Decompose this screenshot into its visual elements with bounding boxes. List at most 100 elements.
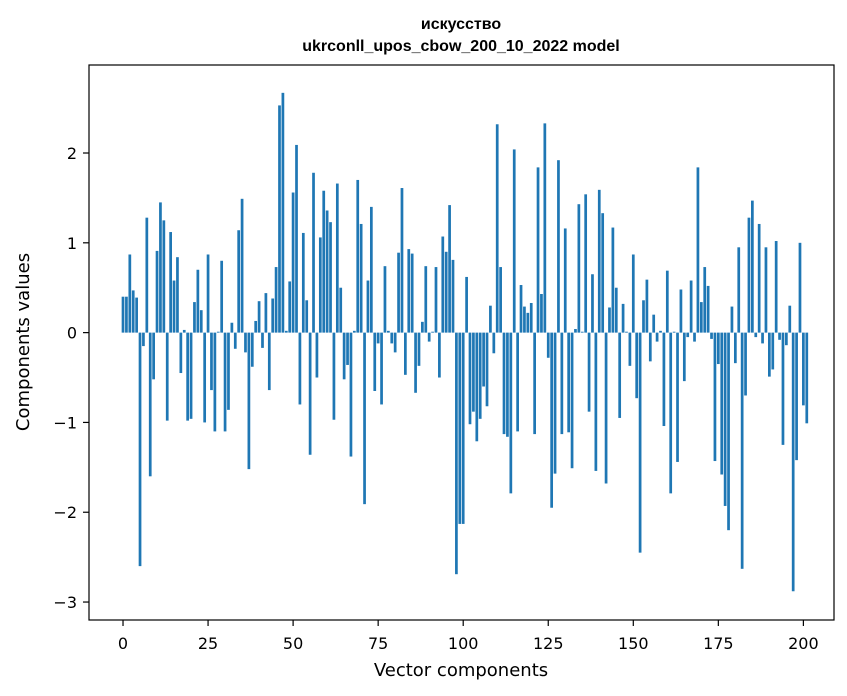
bar-47 xyxy=(281,92,285,333)
bar-86 xyxy=(414,332,417,393)
bar-91 xyxy=(431,331,434,333)
bar-50 xyxy=(291,192,295,333)
x-tick-label-75: 75 xyxy=(368,634,388,653)
bar-195 xyxy=(785,332,788,346)
bar-185 xyxy=(751,200,754,333)
bar-164 xyxy=(679,289,683,333)
bar-2 xyxy=(128,254,132,333)
x-tick-label-150: 150 xyxy=(618,634,649,653)
bar-11 xyxy=(159,202,162,333)
bar-117 xyxy=(519,285,523,333)
bar-160 xyxy=(665,270,669,333)
y-tick-label-0: −3 xyxy=(53,593,77,612)
x-tick-label-0: 0 xyxy=(118,634,128,653)
bar-186 xyxy=(754,332,758,338)
bar-152 xyxy=(638,332,642,553)
y-axis-ticks: −3 −2 −1 0 1 2 xyxy=(53,144,89,612)
bar-139 xyxy=(594,332,598,471)
bar-23 xyxy=(199,310,203,333)
y-tick-label-4: 1 xyxy=(67,234,77,253)
bar-60 xyxy=(325,210,329,333)
y-tick-label-1: −2 xyxy=(53,503,77,522)
bar-183 xyxy=(744,332,747,396)
bar-176 xyxy=(720,332,724,475)
y-tick-label-5: 2 xyxy=(67,144,77,163)
bar-135 xyxy=(580,331,584,333)
bar-142 xyxy=(604,332,608,484)
bar-125 xyxy=(546,332,550,358)
bar-90 xyxy=(427,332,431,342)
bar-12 xyxy=(162,220,166,333)
bar-77 xyxy=(383,266,387,333)
bar-199 xyxy=(798,242,802,333)
bar-81 xyxy=(397,252,400,333)
bar-45 xyxy=(274,267,278,333)
bar-88 xyxy=(421,321,424,333)
bar-179 xyxy=(730,306,734,333)
bar-10 xyxy=(155,250,159,333)
x-tick-label-100: 100 xyxy=(448,634,479,653)
bar-154 xyxy=(645,279,649,333)
bar-111 xyxy=(499,267,502,333)
bar-123 xyxy=(540,294,543,333)
bar-112 xyxy=(502,332,506,435)
bar-73 xyxy=(369,206,373,333)
y-tick-label-2: −1 xyxy=(53,413,77,432)
bar-190 xyxy=(768,332,771,377)
bar-162 xyxy=(672,331,676,333)
bar-180 xyxy=(733,332,737,364)
bar-42 xyxy=(264,293,268,333)
bar-192 xyxy=(774,241,778,333)
bar-3 xyxy=(131,290,135,333)
bar-175 xyxy=(716,332,720,365)
bar-170 xyxy=(699,302,703,333)
bar-116 xyxy=(516,332,519,432)
bar-65 xyxy=(342,332,346,380)
bar-150 xyxy=(631,254,635,333)
bar-72 xyxy=(366,280,370,333)
bar-157 xyxy=(655,332,659,342)
bar-101 xyxy=(465,276,468,333)
bar-194 xyxy=(781,332,785,445)
x-tick-label-125: 125 xyxy=(533,634,564,653)
bar-95 xyxy=(444,251,448,333)
bar-171 xyxy=(703,267,707,333)
bar-46 xyxy=(278,105,281,333)
bar-66 xyxy=(346,332,349,365)
bar-133 xyxy=(574,329,577,333)
bar-100 xyxy=(461,332,465,524)
bar-79 xyxy=(390,332,394,344)
bar-68 xyxy=(352,330,356,333)
bar-188 xyxy=(761,332,764,344)
bar-40 xyxy=(257,301,261,333)
bar-63 xyxy=(335,183,339,333)
bar-59 xyxy=(322,190,326,333)
bar-53 xyxy=(301,232,305,333)
bar-38 xyxy=(250,332,254,367)
x-axis-label: Vector components xyxy=(374,660,548,681)
bar-4 xyxy=(135,297,138,333)
bar-51 xyxy=(295,144,298,333)
bar-21 xyxy=(193,302,196,333)
bar-87 xyxy=(417,332,421,366)
bar-1 xyxy=(125,296,128,333)
bar-165 xyxy=(682,332,686,382)
bar-198 xyxy=(795,332,798,461)
bar-147 xyxy=(621,303,625,333)
bar-54 xyxy=(305,300,309,333)
bar-69 xyxy=(356,179,360,333)
bar-44 xyxy=(271,298,275,333)
bar-178 xyxy=(727,332,730,531)
bar-19 xyxy=(186,332,190,421)
bar-16 xyxy=(176,257,179,333)
bar-9 xyxy=(152,332,155,380)
bar-145 xyxy=(614,287,618,333)
bar-62 xyxy=(332,332,336,420)
bar-6 xyxy=(142,332,145,347)
bar-18 xyxy=(182,329,186,333)
bar-26 xyxy=(210,332,213,391)
bar-24 xyxy=(203,332,207,423)
bar-8 xyxy=(148,332,152,477)
bar-119 xyxy=(526,312,530,333)
